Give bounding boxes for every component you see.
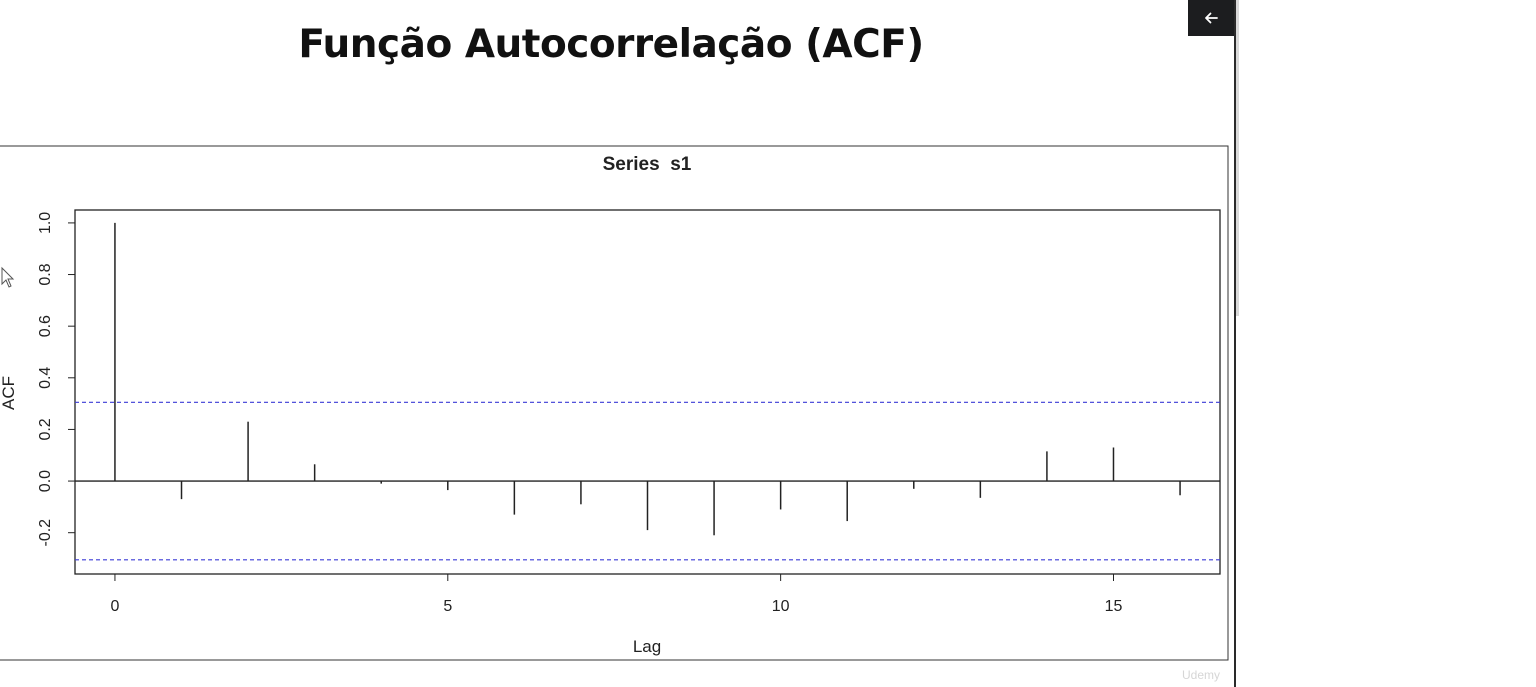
y-tick-label: 0.4	[37, 367, 54, 389]
scrollbar[interactable]	[1236, 0, 1239, 316]
figure-frame	[0, 145, 1229, 661]
plot-area	[74, 209, 1221, 575]
x-tick-label: 5	[443, 598, 452, 615]
y-tick-label: 0.8	[37, 263, 54, 285]
udemy-watermark: Udemy	[1182, 668, 1221, 682]
arrow-left-icon	[1205, 12, 1218, 24]
slide: Função Autocorrelação (ACF) Series s1 0 5…	[0, 0, 1236, 687]
y-axis-label: ACF	[0, 376, 18, 410]
y-tick-label: 0.0	[37, 470, 54, 492]
acf-chart: Series s1 0 5 10 15 -0.2 0.0 0.2 0.4 0.6 0.8 1.0 L…	[0, 145, 1229, 661]
y-tick-label: 1.0	[37, 212, 54, 234]
x-axis-label: Lag	[633, 637, 661, 656]
x-tick-label: 10	[772, 598, 790, 615]
y-tick-label: -0.2	[37, 519, 54, 547]
x-tick-label: 0	[110, 598, 119, 615]
chart-title: Series s1	[603, 154, 692, 175]
slide-title: Função Autocorrelação (ACF)	[298, 22, 924, 67]
x-tick-label: 15	[1105, 598, 1123, 615]
mouse-cursor-icon	[1, 266, 15, 288]
y-tick-label: 0.6	[37, 315, 54, 337]
y-tick-label: 0.2	[37, 418, 54, 440]
back-button[interactable]	[1188, 0, 1234, 36]
chart-layer: 0 5 10 15 -0.2 0.0 0.2 0.4 0.6 0.8 1.0	[37, 212, 1220, 615]
